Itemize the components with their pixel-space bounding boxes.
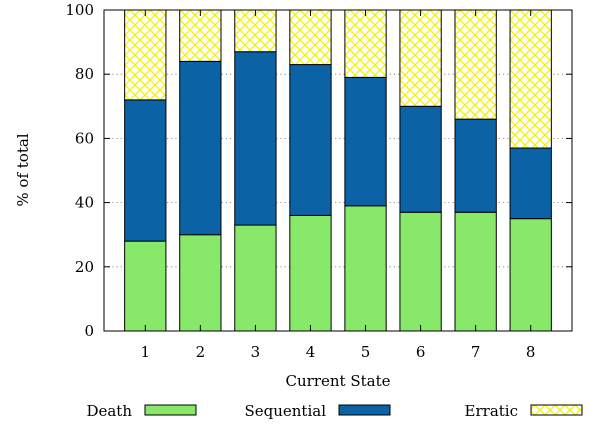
bar-segment-erratic bbox=[234, 9, 277, 53]
y-tick-label: 80 bbox=[75, 65, 94, 83]
x-tick-label: 6 bbox=[416, 343, 426, 361]
bar-segment-erratic bbox=[179, 9, 222, 62]
x-tick-label: 3 bbox=[251, 343, 261, 361]
bar-segment-death bbox=[234, 224, 277, 332]
y-tick-label: 100 bbox=[65, 1, 94, 19]
bar-segment-sequential bbox=[399, 105, 442, 213]
bar-segment-death bbox=[179, 234, 222, 332]
bar-segment-sequential bbox=[124, 99, 167, 242]
bar-segment-death bbox=[509, 218, 552, 332]
legend-label: Erratic bbox=[465, 402, 518, 420]
y-tick-label: 40 bbox=[75, 194, 94, 212]
legend: Death Sequential Erratic bbox=[86, 402, 583, 420]
legend-swatch bbox=[144, 404, 197, 416]
x-tick-label: 2 bbox=[196, 343, 206, 361]
plot-frame bbox=[103, 9, 573, 332]
x-axis-title: Current State bbox=[286, 372, 391, 390]
bar-segment-death bbox=[344, 205, 387, 332]
bar-segment-sequential bbox=[179, 60, 222, 236]
x-tick-label: 1 bbox=[141, 343, 151, 361]
bar-segment-erratic bbox=[454, 9, 497, 120]
bar-segment-death bbox=[454, 211, 497, 332]
legend-swatch bbox=[338, 404, 391, 416]
grid bbox=[104, 9, 572, 332]
axes-frame bbox=[103, 9, 573, 332]
bar-segment-erratic bbox=[124, 9, 167, 101]
legend-label: Death bbox=[86, 402, 132, 420]
y-tick-label: 20 bbox=[75, 258, 94, 276]
x-tick-label: 8 bbox=[526, 343, 536, 361]
x-tick-label: 4 bbox=[306, 343, 316, 361]
legend-swatch bbox=[530, 404, 583, 416]
bar-segment-sequential bbox=[509, 147, 552, 220]
y-tick-label: 60 bbox=[75, 129, 94, 147]
bar-segment-sequential bbox=[234, 51, 277, 226]
legend-label: Sequential bbox=[244, 402, 326, 420]
y-axis-title: % of total bbox=[14, 133, 32, 206]
bar-segment-death bbox=[289, 214, 332, 332]
bar-segment-erratic bbox=[399, 9, 442, 107]
y-tick-label: 0 bbox=[84, 322, 94, 340]
bars bbox=[124, 9, 552, 332]
bar-segment-sequential bbox=[289, 64, 332, 216]
bar-segment-death bbox=[399, 211, 442, 332]
x-tick-label: 7 bbox=[471, 343, 481, 361]
bar-segment-erratic bbox=[344, 9, 387, 78]
bar-segment-sequential bbox=[344, 76, 387, 207]
bar-segment-erratic bbox=[289, 9, 332, 66]
tick-labels: 0 20 40 60 80 100 1 2 3 4 5 6 7 8 bbox=[65, 1, 572, 361]
bar-segment-death bbox=[124, 240, 167, 332]
bar-segment-sequential bbox=[454, 118, 497, 213]
bar-segment-erratic bbox=[509, 9, 552, 149]
x-tick-label: 5 bbox=[361, 343, 371, 361]
